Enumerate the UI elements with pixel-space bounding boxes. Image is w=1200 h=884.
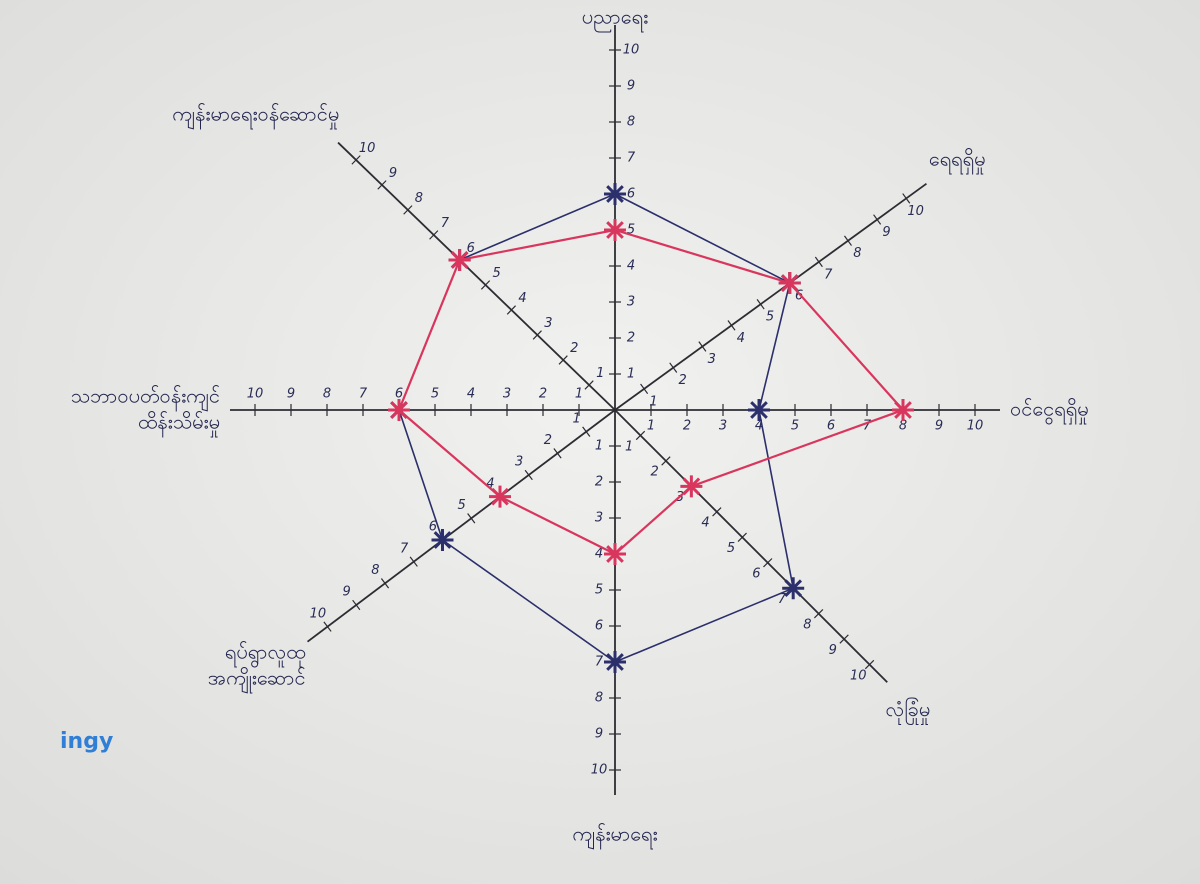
tick-label: 10 (850, 668, 867, 683)
tick-label: 4 (627, 259, 635, 274)
tick-label: 10 (623, 43, 640, 58)
tick-label: 7 (359, 387, 368, 402)
category-label: သဘာဝပတ်ဝန်းကျင် (71, 384, 220, 412)
data-point (388, 399, 410, 421)
tick-label: 1 (596, 366, 604, 381)
data-point (604, 183, 626, 205)
tick-label: 8 (323, 387, 331, 402)
tick-label: 10 (907, 204, 924, 219)
tick-label: 9 (389, 166, 397, 181)
data-point (604, 219, 626, 241)
tick-label: 5 (727, 541, 735, 556)
tick-label: 1 (575, 387, 583, 402)
tick-label: 7 (441, 216, 450, 231)
tick-label: 2 (679, 373, 687, 388)
tick-label: 10 (591, 763, 608, 778)
tick-label: 4 (595, 547, 603, 562)
tick-label: 5 (791, 419, 799, 434)
tick-label: 1 (627, 367, 635, 382)
tick-label: 7 (595, 655, 604, 670)
category-label: လုံခြုံမှု (886, 697, 931, 725)
tick-label: 3 (595, 511, 603, 526)
tick-label: 1 (595, 439, 603, 454)
data-point (431, 529, 453, 551)
tick-label: 8 (803, 617, 811, 632)
tick-label: 8 (595, 691, 603, 706)
tick-label: 2 (595, 475, 603, 490)
tick-label: 10 (247, 387, 264, 402)
tick-label: 7 (400, 541, 409, 556)
data-point (748, 399, 770, 421)
tick-label: 2 (570, 341, 578, 356)
tick-label: 4 (518, 291, 526, 306)
tick-label: 10 (967, 419, 984, 434)
tick-label: 9 (882, 225, 890, 240)
tick-label: 9 (829, 643, 837, 658)
tick-label: 4 (467, 387, 475, 402)
category-label: ပညာရေး (582, 5, 648, 33)
tick-label: 9 (287, 387, 295, 402)
data-point (892, 399, 914, 421)
category-label: အကျိုးဆောင် (208, 665, 306, 693)
tick-label: 7 (824, 267, 833, 282)
tick-label: 5 (492, 266, 500, 281)
tick-label: 1 (625, 439, 633, 454)
tick-label: 3 (627, 295, 635, 310)
tick-label: 3 (515, 455, 523, 470)
tick-label: 3 (719, 419, 727, 434)
tick-label: 9 (935, 419, 943, 434)
tick-label: 6 (827, 419, 835, 434)
tick-label: 6 (595, 619, 603, 634)
tick-label: 2 (544, 433, 552, 448)
tick-label: 3 (708, 352, 716, 367)
tick-label: 2 (683, 419, 691, 434)
tick-label: 2 (627, 331, 635, 346)
tick-label: 8 (627, 115, 635, 130)
tick-label: 9 (342, 585, 350, 600)
tick-label: 2 (539, 387, 547, 402)
tick-label: 2 (650, 465, 658, 480)
tick-label: 8 (853, 246, 861, 261)
tick-label: 9 (627, 79, 635, 94)
data-point (604, 651, 626, 673)
tick-label: 6 (627, 187, 635, 202)
data-point (604, 543, 626, 565)
tick-label: 8 (415, 191, 423, 206)
tick-label: 1 (647, 419, 655, 434)
chart: ingy 1 2 3 4 5 6 7 8 9 10 ပညာရေး 1 2 3 4 5 6 7 8 9 10 ရေရရှိမ… (0, 0, 1200, 884)
tick-label: 10 (359, 141, 376, 156)
data-point (489, 486, 511, 508)
category-label: ရပ်ရွာလူထု (225, 639, 306, 667)
category-label: ဝင်ငွေရရှိမှု (1010, 397, 1089, 425)
tick-label: 3 (544, 316, 552, 331)
tick-label: 6 (752, 567, 760, 582)
data-point (680, 475, 702, 497)
watermark: ingy (60, 729, 113, 754)
data-point (779, 272, 801, 294)
tick-label: 5 (457, 498, 465, 513)
tick-label: 8 (371, 563, 379, 578)
category-label: ထိန်းသိမ်းမှု (138, 410, 220, 438)
tick-label: 4 (701, 516, 709, 531)
category-label: ကျန်းမာရေးဝန်ဆောင်မှု (172, 101, 339, 129)
data-point (782, 577, 804, 599)
data-point (449, 249, 471, 271)
tick-label: 5 (431, 387, 439, 402)
category-label: ကျန်းမာရေး (572, 822, 657, 850)
tick-label: 10 (310, 606, 327, 621)
tick-label: 4 (737, 331, 745, 346)
category-label: ရေရရှိမှု (929, 147, 986, 175)
tick-label: 7 (627, 151, 636, 166)
tick-label: 9 (595, 727, 603, 742)
tick-label: 5 (766, 310, 774, 325)
tick-label: 3 (503, 387, 511, 402)
tick-label: 5 (595, 583, 603, 598)
